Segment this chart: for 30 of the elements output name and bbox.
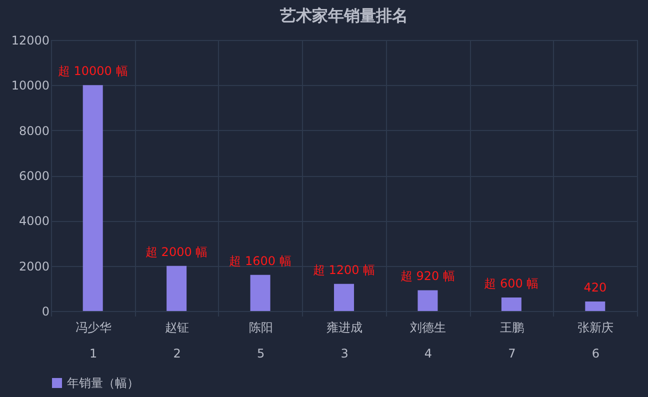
x-tick-label: 刘德生 4 xyxy=(410,320,446,360)
chart-title: 艺术家年销量排名 xyxy=(279,6,408,25)
y-tick-label: 6000 xyxy=(18,169,50,183)
bar xyxy=(501,297,522,311)
bar xyxy=(166,266,187,311)
x-tick-label: 陈阳 5 xyxy=(248,320,273,360)
y-tick-label: 12000 xyxy=(11,34,50,48)
data-label: 420 xyxy=(584,280,607,295)
y-tick-label: 10000 xyxy=(11,78,50,93)
bar xyxy=(585,302,606,311)
bar xyxy=(250,274,270,311)
data-label: 超 10000 幅 xyxy=(58,64,128,78)
data-label: 超 2000 幅 xyxy=(145,244,208,259)
x-tick-label: 王鹏 7 xyxy=(500,320,524,360)
x-tick-label: 赵钲 2 xyxy=(165,320,190,360)
bar xyxy=(334,284,354,311)
x-tick-label: 张新庆 6 xyxy=(578,320,614,360)
x-tick-label: 雍进成 3 xyxy=(326,320,362,360)
y-tick-label: 4000 xyxy=(18,214,50,228)
y-tick-label: 8000 xyxy=(18,124,50,138)
legend-label: 年销量（幅） xyxy=(67,376,139,390)
bar xyxy=(418,290,438,311)
data-label: 超 1600 幅 xyxy=(229,254,292,268)
y-tick-label: 2000 xyxy=(18,259,50,274)
data-label: 超 600 幅 xyxy=(484,276,539,290)
data-label: 超 920 幅 xyxy=(400,269,455,284)
bar xyxy=(82,85,103,311)
y-tick-label: 0 xyxy=(42,304,50,318)
data-label: 超 1200 幅 xyxy=(312,262,376,277)
x-tick-label: 冯少华 1 xyxy=(75,320,112,360)
